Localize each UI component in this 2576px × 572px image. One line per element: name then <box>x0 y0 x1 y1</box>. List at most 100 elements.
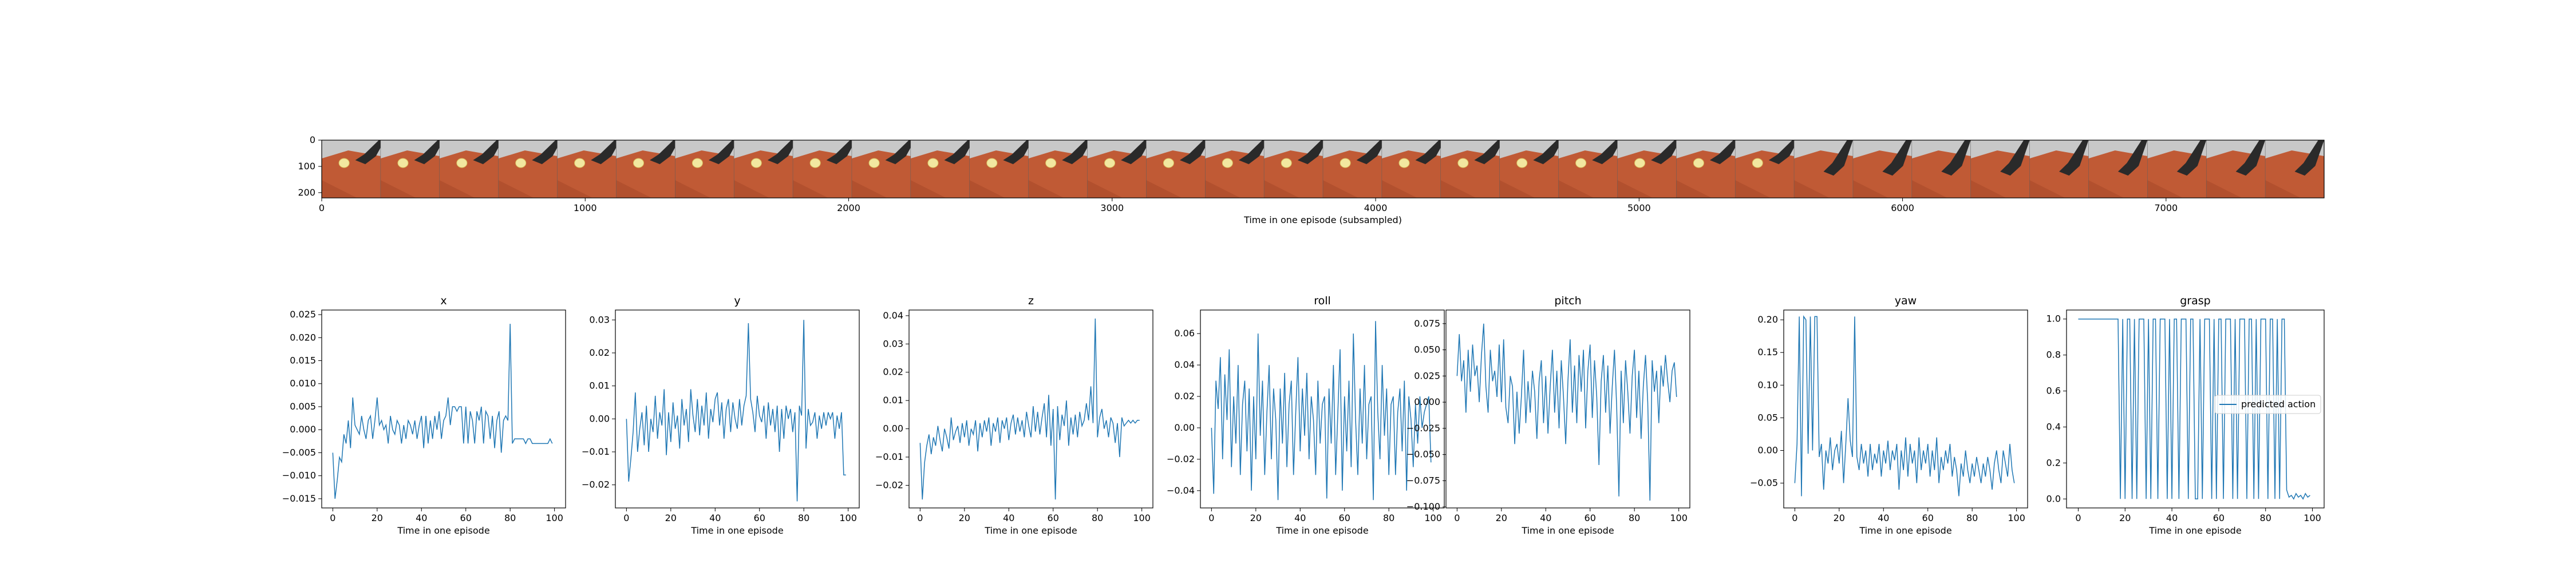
target-object <box>397 158 409 168</box>
y-tick-label: −0.01 <box>582 446 610 457</box>
x-tick-label: 20 <box>1250 513 1262 523</box>
chart-title: roll <box>1314 295 1331 307</box>
axes-frame <box>1200 309 1445 509</box>
robot-arm <box>650 140 679 164</box>
x-tick-label: 40 <box>416 513 427 523</box>
y-tick-label: 0.2 <box>2046 457 2061 468</box>
target-object <box>986 158 998 168</box>
target-object <box>927 158 939 168</box>
strip-x-tick-label: 7000 <box>2154 202 2178 213</box>
target-object <box>1045 158 1057 168</box>
strip-x-tick-label: 4000 <box>1364 202 1388 213</box>
x-axis-label: Time in one episode <box>2148 525 2241 536</box>
robot-arm <box>414 140 444 164</box>
strip-y-tick-label: 100 <box>298 161 315 172</box>
target-object <box>338 158 350 168</box>
robot-arm <box>1003 140 1033 164</box>
x-axis-label: Time in one episode <box>984 525 1077 536</box>
robot-arm <box>1709 140 1740 164</box>
x-tick-label: 20 <box>665 513 677 523</box>
y-tick-label: 0.075 <box>1414 318 1440 329</box>
x-tick-label: 100 <box>1670 513 1688 523</box>
y-tick-label: 0.010 <box>290 378 316 389</box>
series-line <box>1794 315 2015 496</box>
target-object <box>574 158 586 168</box>
legend: predicted action <box>2214 395 2321 414</box>
chart-grasp: grasp 0 20 40 60 80 100 0.0 0.2 0.4 0.6 0.8 1.0 Time … <box>2046 295 2325 536</box>
series-line <box>2078 318 2310 500</box>
axes-frame <box>1445 309 1690 509</box>
axes-frame <box>321 309 566 509</box>
target-object <box>692 158 703 168</box>
target-object <box>1222 158 1233 168</box>
robot-arm <box>2235 140 2266 176</box>
y-tick-label: −0.100 <box>1406 501 1440 512</box>
episode-frame <box>322 140 385 198</box>
image-strip-frame-border <box>321 140 2325 198</box>
x-tick-label: 60 <box>1585 513 1596 523</box>
y-tick-label: 0.000 <box>1414 396 1440 407</box>
episode-frame <box>1793 140 1854 198</box>
x-tick-label: 40 <box>2166 513 2178 523</box>
x-tick-label: 60 <box>1922 513 1934 523</box>
y-tick-label: −0.04 <box>1167 485 1195 496</box>
chart-x: x 0 20 40 60 80 100 −0.015 −0.010 −0.005 0.000 0.00… <box>282 295 566 536</box>
strip-x-tick-label: 5000 <box>1627 202 1651 213</box>
episode-frame <box>1970 140 2030 198</box>
y-tick-label: −0.015 <box>282 493 316 504</box>
y-tick-label: 0.15 <box>1757 347 1778 357</box>
axes-frame <box>2066 309 2325 509</box>
y-tick-label: 0.6 <box>2046 386 2061 396</box>
chart-title: yaw <box>1895 295 1917 307</box>
y-tick-label: 0.015 <box>290 355 316 366</box>
y-tick-label: −0.025 <box>1406 423 1440 434</box>
x-tick-label: 100 <box>546 513 563 523</box>
y-tick-label: 0.02 <box>589 347 610 358</box>
episode-frame <box>1676 140 1740 198</box>
chart-yaw: yaw 0 20 40 60 80 100 −0.05 0.00 0.05 0.10 0.15 0.20… <box>1750 295 2028 536</box>
x-tick-label: 80 <box>798 513 809 523</box>
y-tick-label: 0.050 <box>1414 344 1440 355</box>
strip-x-tick-label: 6000 <box>1891 202 1914 213</box>
y-tick-label: 0.025 <box>1414 370 1440 381</box>
robot-arm <box>2176 140 2207 176</box>
episode-frame <box>1558 140 1622 198</box>
robot-arm <box>1533 140 1563 164</box>
action-charts: x0 20 40 60 80 100−0.015−0.010−0.0050.0000.00… <box>282 295 2325 536</box>
y-tick-label: −0.050 <box>1406 449 1440 460</box>
y-tick-label: 0.00 <box>883 423 903 434</box>
robot-arm <box>1179 140 1210 164</box>
x-tick-label: 20 <box>1834 513 1845 523</box>
y-tick-label: 1.0 <box>2046 313 2061 324</box>
x-tick-label: 100 <box>839 513 857 523</box>
target-object <box>1163 158 1174 168</box>
robot-arm <box>1062 140 1092 164</box>
episode-frame <box>2265 140 2324 198</box>
axes-frame <box>908 309 1153 509</box>
robot-arm <box>885 140 915 164</box>
robot-arm <box>1768 140 1799 164</box>
robot-arm <box>532 140 562 164</box>
target-object <box>750 158 762 168</box>
image-strip-y-ticks: 0 100 200 <box>298 134 322 198</box>
episode-frame <box>616 140 679 198</box>
x-tick-label: 100 <box>1424 513 1442 523</box>
chart-z: z 0 20 40 60 80 100 −0.02 −0.01 0.00 0.01 0.02 0.03 0… <box>875 295 1153 536</box>
episode-frame <box>2206 140 2266 198</box>
image-strip-frames <box>322 140 2324 198</box>
episode-frame <box>2147 140 2207 198</box>
target-object <box>1104 158 1116 168</box>
target-object <box>1398 158 1410 168</box>
episode-frame <box>1087 140 1151 198</box>
robot-arm <box>1238 140 1269 164</box>
episode-frame <box>439 140 503 198</box>
x-tick-label: 80 <box>1092 513 1103 523</box>
image-strip-panel: 0 1000 2000 3000 4000 5000 6000 7000 0 100 200 Ti… <box>298 134 2325 225</box>
y-tick-label: 0.020 <box>290 332 316 343</box>
robot-arm <box>1823 140 1853 176</box>
target-object <box>809 158 821 168</box>
y-tick-label: −0.02 <box>1167 454 1195 464</box>
chart-roll: roll 0 20 40 60 80 100 −0.04 −0.02 0.00 0.02 0.04 0.… <box>1167 295 1445 536</box>
strip-x-tick-label: 3000 <box>1100 202 1124 213</box>
y-tick-label: 0.000 <box>290 424 316 435</box>
